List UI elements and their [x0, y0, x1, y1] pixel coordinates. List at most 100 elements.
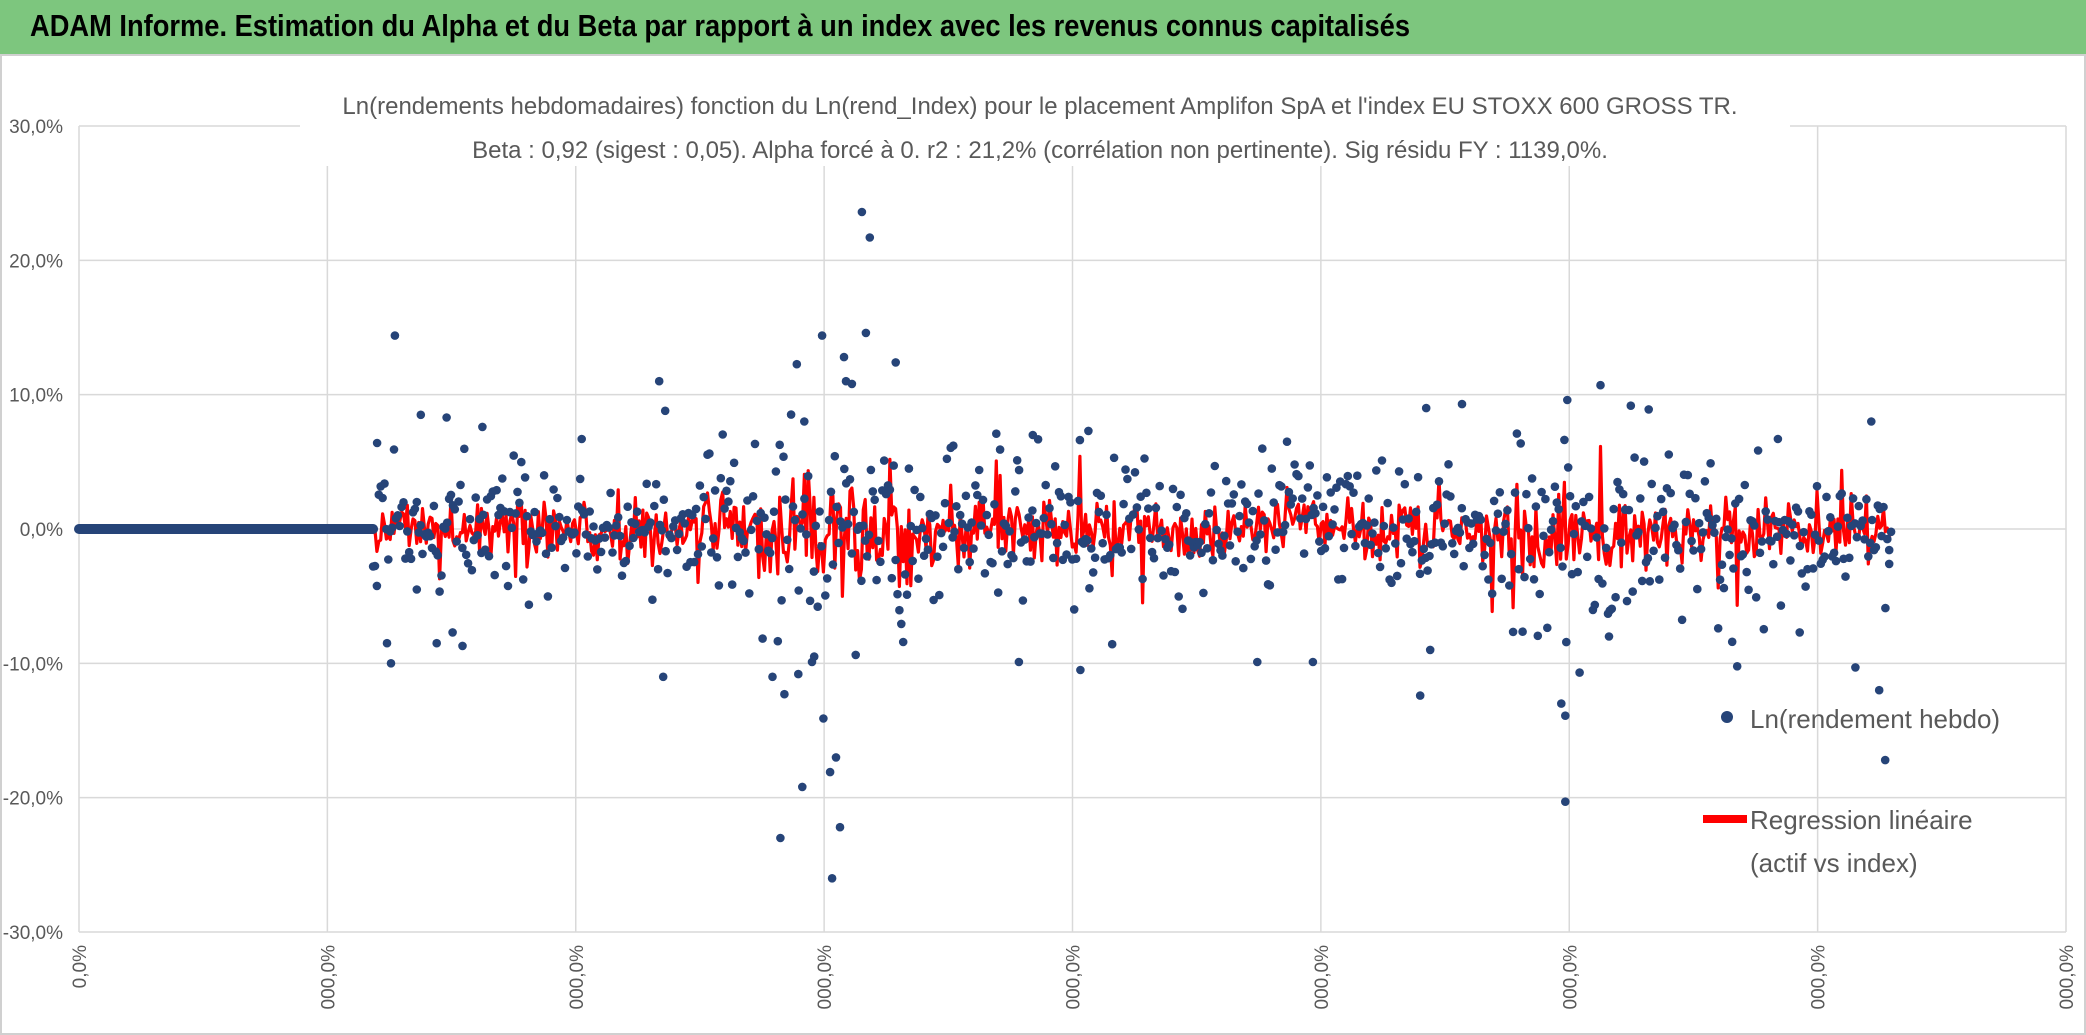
data-point [454, 497, 463, 506]
data-point [1157, 526, 1166, 535]
data-point [845, 475, 855, 484]
data-point [545, 514, 555, 524]
data-point [849, 507, 859, 517]
data-point [562, 515, 572, 525]
data-point [1003, 559, 1012, 569]
data-point [1554, 504, 1563, 514]
data-point [1088, 568, 1098, 577]
data-point [1533, 631, 1543, 641]
data-point [1522, 489, 1531, 499]
data-point [1421, 403, 1431, 413]
data-point [1529, 575, 1539, 584]
data-point [864, 530, 874, 540]
data-point [604, 523, 613, 532]
data-point [914, 574, 923, 583]
data-point [1347, 529, 1356, 539]
data-point [1604, 632, 1614, 641]
data-point [1005, 527, 1014, 536]
data-point [1410, 536, 1419, 546]
data-point [1864, 552, 1873, 561]
data-point [794, 586, 803, 595]
data-point [1142, 488, 1151, 498]
legend: Ln(rendement hebdo) Regression linéaire … [1703, 704, 2000, 878]
data-point [1353, 471, 1362, 481]
x-tick-label: 000,0% [1312, 945, 1333, 1010]
data-point [1744, 585, 1753, 595]
legend-label-line-1: Regression linéaire [1750, 805, 1973, 835]
x-tick-label: 000,0% [1809, 945, 1830, 1010]
data-point [1265, 581, 1275, 590]
data-point [1598, 579, 1607, 588]
data-point [805, 596, 815, 606]
data-point [802, 530, 811, 539]
data-point [1514, 564, 1524, 574]
data-point [1396, 558, 1406, 568]
data-point [1170, 567, 1180, 577]
data-point [971, 481, 980, 490]
data-point [1242, 499, 1252, 509]
data-point [600, 533, 610, 542]
data-point [1808, 564, 1818, 573]
data-point [1879, 502, 1888, 512]
data-point [518, 575, 528, 584]
legend-marker-scatter [1721, 711, 1733, 723]
data-point [851, 650, 860, 660]
data-point [815, 507, 824, 516]
data-point [745, 589, 754, 598]
data-point [1693, 584, 1702, 594]
data-point [406, 554, 416, 564]
data-point [1822, 492, 1831, 502]
data-point [1126, 544, 1136, 554]
data-point [733, 552, 743, 562]
y-tick-label: -30,0% [3, 923, 63, 944]
data-point [1107, 639, 1117, 649]
data-point [1047, 519, 1056, 529]
chart-title: Ln(rendements hebdomadaires) fonction du… [342, 93, 1737, 120]
x-tick-label: 000,0% [2057, 945, 2078, 1010]
data-point [1066, 498, 1075, 507]
data-point [520, 473, 530, 482]
data-point [1024, 513, 1033, 522]
data-point [667, 533, 676, 543]
data-point [1090, 553, 1100, 562]
data-point [1308, 657, 1318, 667]
data-point [1277, 482, 1286, 491]
data-point [490, 570, 500, 580]
data-point [949, 441, 958, 451]
data-point [859, 521, 868, 530]
data-point [739, 536, 748, 546]
data-point [935, 590, 944, 600]
data-point [1094, 507, 1104, 517]
data-point [931, 511, 940, 520]
data-point [1565, 491, 1575, 501]
data-point [1769, 559, 1778, 569]
data-point [1729, 564, 1738, 573]
data-point [1719, 583, 1729, 593]
data-point [1383, 498, 1392, 508]
data-point [868, 487, 878, 496]
data-point [1710, 528, 1719, 537]
x-tick-label: 000,0% [1560, 945, 1581, 1010]
data-point [471, 493, 481, 502]
data-point [800, 417, 809, 426]
data-point [1512, 429, 1522, 438]
data-point [416, 410, 426, 420]
data-point [840, 464, 849, 474]
x-tick-label: 000,0% [318, 945, 339, 1010]
data-point [1484, 575, 1493, 584]
data-point [1256, 530, 1265, 539]
data-point [1550, 482, 1560, 492]
data-point [393, 511, 403, 520]
data-point [429, 501, 439, 511]
data-point [1476, 515, 1486, 524]
y-axis-ticks: 30,0% 20,0% 10,0% 0,0% -10,0% -20,0% -30,0% [3, 117, 63, 944]
data-point [658, 672, 668, 682]
data-point [940, 498, 950, 508]
data-point [768, 672, 777, 682]
data-point [1381, 544, 1391, 553]
data-point [1400, 479, 1410, 489]
data-point [1596, 380, 1605, 390]
data-point [389, 445, 399, 454]
data-point [1814, 536, 1824, 545]
data-point [889, 461, 898, 470]
